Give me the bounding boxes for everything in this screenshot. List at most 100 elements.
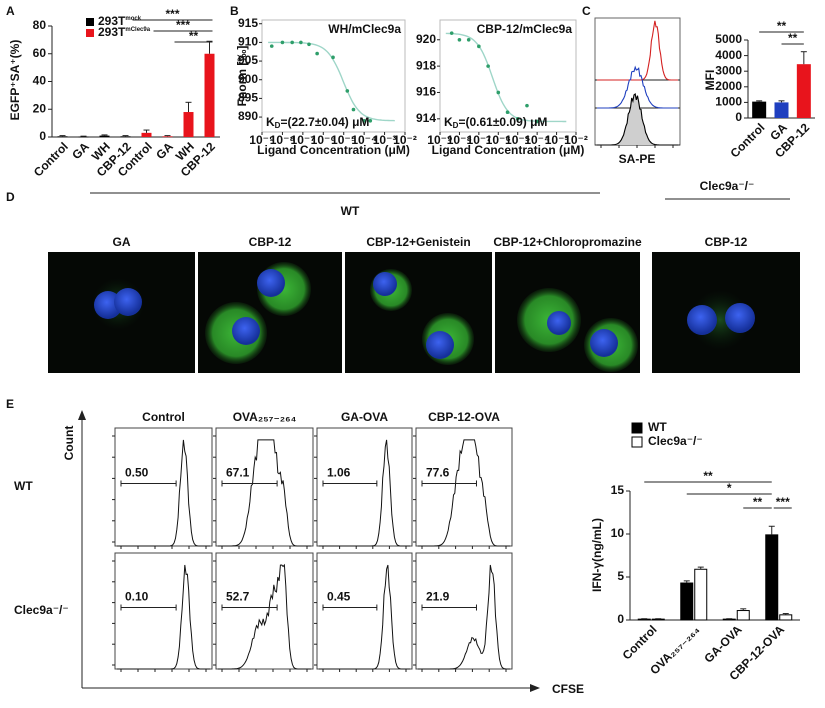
plot-frame: [439, 19, 577, 133]
kd-rest: =(22.7±0.04) μM: [280, 115, 369, 129]
y-tick-label: 920: [416, 32, 436, 46]
panel-label: E: [6, 397, 14, 411]
data-point: [449, 31, 454, 35]
flow-x-label: SA-PE: [619, 152, 656, 166]
legend-name: 293T: [98, 14, 126, 28]
legend-label: 293Tmock: [98, 14, 142, 28]
x-axis-label: Ligand Concentration (μM): [257, 143, 410, 157]
data-point: [535, 119, 539, 124]
nucleus: [114, 288, 142, 316]
gate-value: 1.06: [327, 466, 351, 480]
data-point: [315, 51, 319, 56]
gate-value: 0.10: [125, 590, 149, 604]
legend-swatch: [631, 422, 643, 434]
y-tick-label: 916: [416, 85, 436, 99]
nucleus: [547, 311, 571, 335]
column-header: OVA₂₅₇₋₂₆₄: [233, 410, 297, 424]
row-label: WT: [14, 479, 33, 493]
y-tick-label: 910: [238, 35, 258, 49]
bar: [162, 136, 173, 138]
data-point: [290, 40, 294, 45]
significance-label: **: [189, 29, 199, 43]
y-tick-label: 5000: [715, 32, 742, 46]
chart-title: CBP-12/mClec9a: [477, 22, 573, 36]
kd-label: KD=(22.7±0.04) μM: [266, 115, 369, 130]
micrograph: [345, 252, 492, 373]
significance-label: **: [703, 469, 713, 483]
legend-swatch: [86, 29, 94, 37]
kd-sub: D: [275, 121, 281, 130]
row-label: Clec9a⁻/⁻: [14, 603, 69, 617]
significance-label: ***: [776, 495, 790, 509]
data-point: [457, 37, 462, 42]
flow-frame: [215, 427, 314, 547]
x-axis-label: Ligand Concentration (μM): [432, 143, 585, 157]
x-tick-label: 10⁻⁴: [524, 133, 550, 147]
x-tick-label: 10⁻⁷: [291, 133, 316, 147]
y-tick-label: 918: [416, 58, 436, 72]
data-point: [269, 44, 274, 48]
flow-histogram: [597, 65, 678, 109]
image-label: CBP-12: [249, 235, 292, 249]
x-tick-label: 10⁻³: [545, 133, 569, 147]
x-tick-label: 10⁻⁸: [447, 133, 472, 147]
arrow-head: [530, 684, 540, 692]
x-tick-label: 10⁻⁸: [270, 133, 295, 147]
bar: [120, 136, 131, 138]
column-header: CBP-12-OVA: [428, 410, 500, 424]
nucleus: [590, 329, 618, 357]
kd-k: K: [444, 115, 453, 129]
y-tick-label: 915: [238, 16, 258, 30]
bar: [183, 112, 194, 137]
gate-value: 67.1: [226, 466, 250, 480]
significance-label: *: [727, 481, 732, 495]
flow-histogram: [319, 564, 410, 670]
bar: [637, 618, 651, 621]
x-tick-label: 10⁻⁴: [351, 133, 377, 147]
nucleus: [687, 305, 717, 335]
bar: [204, 53, 215, 137]
y-tick-label: 905: [238, 53, 258, 67]
x-tick-label: 10⁻²: [393, 133, 417, 147]
gate-value: 77.6: [426, 466, 450, 480]
y-tick-label: 914: [416, 111, 436, 125]
image-label: CBP-12: [705, 235, 748, 249]
data-point: [362, 119, 366, 123]
data-point: [345, 89, 350, 93]
legend-name: 293T: [98, 25, 126, 39]
flow-frame: [215, 552, 314, 670]
data-point: [525, 103, 529, 108]
image-label: CBP-12+Chloropromazine: [493, 235, 642, 249]
nucleus: [373, 272, 397, 296]
bar: [651, 618, 665, 621]
x-tick-label: 10⁻³: [373, 133, 397, 147]
flow-frame: [415, 427, 513, 547]
flow-histogram: [218, 439, 311, 547]
bar: [99, 135, 110, 137]
x-tick-label: 10⁻²: [564, 133, 588, 147]
nucleus: [426, 331, 454, 359]
data-point: [505, 110, 510, 115]
legend-label: WT: [648, 420, 667, 434]
legend-swatch: [631, 436, 643, 448]
bar: [680, 582, 694, 621]
data-point: [368, 119, 373, 123]
data-point: [515, 117, 520, 121]
legend-label: Clec9a⁻/⁻: [648, 434, 703, 448]
image-label: GA: [113, 235, 131, 249]
y-tick-label: 80: [33, 18, 47, 32]
kd-rest: =(0.61±0.09) μM: [458, 115, 547, 129]
nucleus: [257, 269, 285, 297]
bar: [796, 64, 811, 118]
gate-value: 52.7: [226, 590, 250, 604]
column-header: Control: [142, 410, 185, 424]
x-tick-label: 10⁻⁶: [311, 133, 336, 147]
kd-label: KD=(0.61±0.09) μM: [444, 115, 547, 130]
significance-label: ***: [165, 7, 179, 21]
panel-label: A: [6, 4, 15, 18]
y-tick-label: 40: [33, 74, 47, 88]
nucleus: [232, 317, 260, 345]
group-label: Clec9a⁻/⁻: [700, 179, 755, 193]
bar: [774, 102, 789, 118]
x-tick-label: 10⁻⁷: [467, 133, 492, 147]
